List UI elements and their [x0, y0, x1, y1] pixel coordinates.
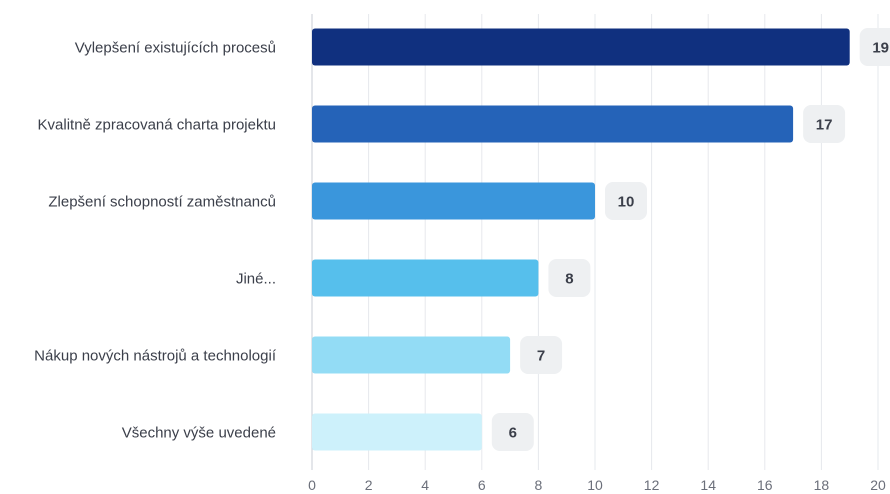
data-label: 7 [537, 348, 545, 365]
bar [312, 259, 539, 297]
category-label: Zlepšení schopností zaměstnanců [48, 194, 276, 211]
data-label: 17 [816, 117, 833, 134]
x-tick-label: 10 [587, 477, 603, 493]
bar [312, 28, 850, 66]
x-tick-label: 6 [478, 477, 486, 493]
value-badge [548, 259, 591, 297]
bar [312, 336, 511, 374]
x-tick-label: 16 [757, 477, 773, 493]
value-badge [520, 336, 563, 374]
grid-lines [311, 14, 879, 470]
x-tick-label: 12 [644, 477, 660, 493]
bar [312, 413, 482, 451]
bar [312, 105, 794, 143]
value-badge [803, 105, 846, 143]
x-tick-label: 2 [365, 477, 373, 493]
category-label: Všechny výše uvedené [122, 425, 276, 442]
category-label: Vylepšení existujících procesů [75, 40, 276, 57]
x-tick-label: 18 [814, 477, 830, 493]
bars: 19 17 10 8 7 6 [312, 28, 890, 451]
value-badge [859, 28, 890, 66]
x-tick-label: 20 [870, 477, 886, 493]
x-tick-label: 14 [700, 477, 716, 493]
category-label: Jiné... [236, 271, 276, 288]
category-label: Nákup nových nástrojů a technologií [34, 348, 277, 365]
x-tick-label: 4 [421, 477, 429, 493]
bar [312, 182, 595, 220]
value-badge [491, 413, 534, 451]
value-badge [605, 182, 647, 220]
data-label: 6 [509, 425, 517, 442]
data-label: 10 [618, 194, 635, 211]
category-label: Kvalitně zpracovaná charta projektu [38, 117, 276, 134]
x-tick-labels: 0 2 4 6 8 10 12 14 16 18 20 [308, 477, 886, 493]
x-tick-label: 0 [308, 477, 316, 493]
category-labels: Vylepšení existujících procesů Kvalitně z… [34, 40, 277, 442]
x-tick-label: 8 [535, 477, 543, 493]
data-label: 8 [565, 271, 573, 288]
data-label: 19 [872, 40, 889, 57]
